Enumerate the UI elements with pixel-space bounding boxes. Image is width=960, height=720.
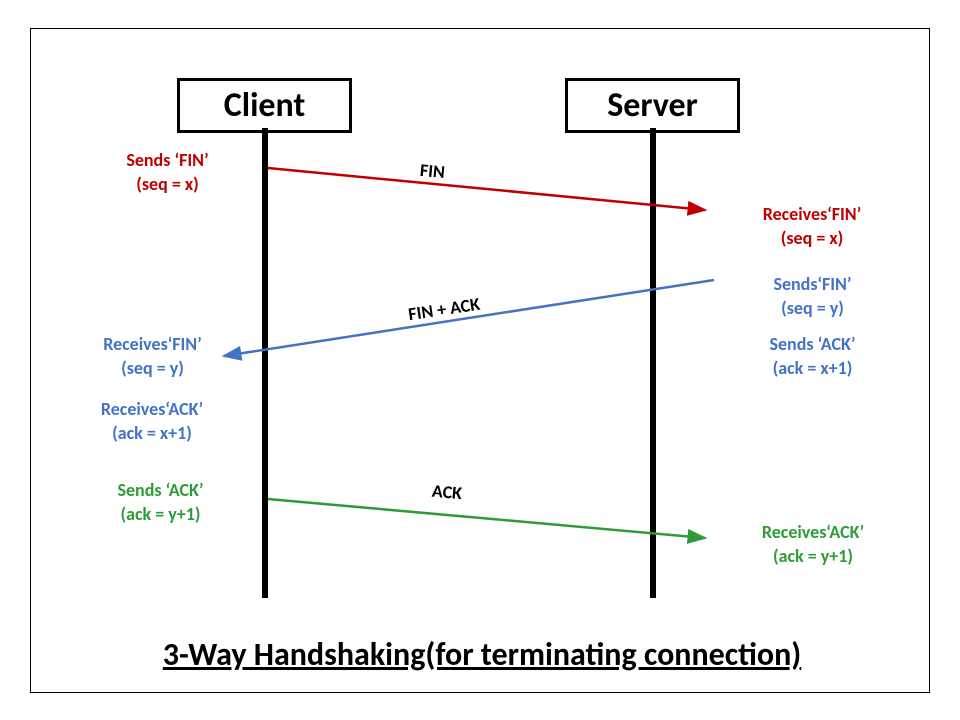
server-lifeline xyxy=(650,128,656,598)
client-recv-fin: Receives‘FIN’ (seq = y) xyxy=(75,332,230,381)
server-send-ack: Sends ‘ACK’ (ack = x+1) xyxy=(740,332,885,381)
server-recv-fin: Receives‘FIN’ (seq = x) xyxy=(733,202,891,251)
ack-label: ACK xyxy=(431,480,463,505)
server-header-label: Server xyxy=(607,85,698,126)
client-recv-ack: Receives‘ACK’ (ack = x+1) xyxy=(73,397,231,446)
client-header-label: Client xyxy=(224,85,306,126)
server-send-fin: Sends‘FIN’ (seq = y) xyxy=(740,272,885,321)
client-header: Client xyxy=(177,78,352,133)
server-recv-ack: Receives‘ACK’ (ack = y+1) xyxy=(733,520,893,569)
client-send-ack: Sends ‘ACK’ (ack = y+1) xyxy=(88,478,233,527)
server-header: Server xyxy=(565,78,740,133)
diagram-caption: 3-Way Handshaking(for terminating connec… xyxy=(72,635,892,674)
client-lifeline xyxy=(262,128,268,598)
fin-label: FIN xyxy=(419,159,446,183)
client-send-fin: Sends ‘FIN’ (seq = x) xyxy=(95,148,240,197)
